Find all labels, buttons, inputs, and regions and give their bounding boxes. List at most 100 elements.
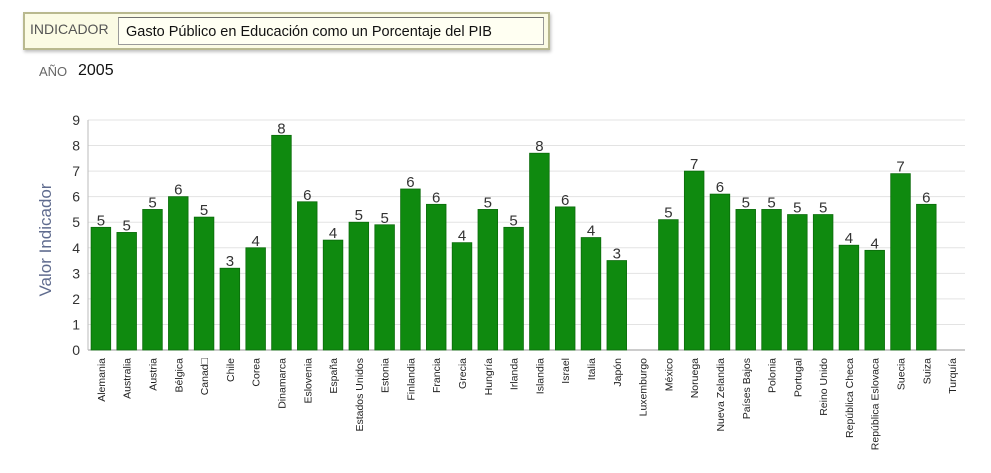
data-label: 4 xyxy=(251,233,259,250)
x-tick-label: Luxemburgo xyxy=(638,358,650,417)
x-tick-label: Suecia xyxy=(896,358,908,390)
bar xyxy=(787,214,808,351)
bar xyxy=(916,203,937,351)
data-label: 3 xyxy=(226,253,234,270)
data-label: 5 xyxy=(793,200,801,217)
x-tick-label: Estonia xyxy=(380,358,392,393)
data-label: 5 xyxy=(509,212,517,229)
bar xyxy=(193,216,215,351)
bar xyxy=(761,209,782,351)
bar xyxy=(735,209,756,351)
data-label: 3 xyxy=(613,246,621,263)
data-label: 5 xyxy=(97,212,105,229)
data-label: 5 xyxy=(200,202,208,219)
x-tick-label: Noruega xyxy=(689,358,701,398)
x-tick-label: Francia xyxy=(431,358,443,393)
x-tick-label: Portugal xyxy=(792,358,804,397)
data-label: 6 xyxy=(716,179,724,196)
x-tick-label: Irlanda xyxy=(509,358,521,390)
x-tick-label: España xyxy=(328,358,340,394)
data-label: 6 xyxy=(432,189,440,206)
data-label: 6 xyxy=(922,189,930,206)
bar xyxy=(271,134,292,351)
data-label: 4 xyxy=(871,235,879,252)
data-label: 5 xyxy=(123,217,131,234)
x-tick-label: Países Bajos xyxy=(741,358,753,419)
data-label: 5 xyxy=(767,194,775,211)
indicator-field[interactable]: Gasto Público en Educación como un Porce… xyxy=(118,17,544,45)
x-tick-label: México xyxy=(663,358,675,391)
x-tick-label: Bélgica xyxy=(173,358,185,393)
data-label: 5 xyxy=(484,194,492,211)
bar xyxy=(580,237,602,351)
y-tick-label: 7 xyxy=(72,163,80,179)
y-axis-title: Valor Indicador xyxy=(36,183,55,296)
indicator-label: INDICADOR xyxy=(30,21,109,37)
bar xyxy=(451,242,473,351)
bar xyxy=(90,226,112,351)
y-tick-label: 4 xyxy=(72,240,80,256)
y-tick-labels: 0 1 2 3 4 5 6 7 8 9 xyxy=(72,112,80,358)
bar xyxy=(864,249,885,351)
x-tick-label: Italia xyxy=(586,358,598,380)
y-tick-label: 9 xyxy=(72,112,80,128)
y-tick-label: 1 xyxy=(72,316,80,332)
x-tick-label: Suiza xyxy=(921,358,933,384)
data-label: 7 xyxy=(690,156,698,173)
data-label: 6 xyxy=(303,187,311,204)
x-tick-label: Dinamarca xyxy=(276,358,288,409)
bar xyxy=(477,209,499,351)
indicator-selector[interactable]: INDICADOR Gasto Público en Educación com… xyxy=(23,12,550,50)
data-label: 4 xyxy=(458,228,466,245)
x-tick-label: República Eslovaca xyxy=(870,358,882,450)
data-label: 6 xyxy=(561,192,569,209)
x-tick-label: República Checa xyxy=(844,358,856,438)
bar xyxy=(890,173,911,351)
x-tick-label: Australia xyxy=(122,358,134,399)
bar xyxy=(554,206,576,351)
bars xyxy=(90,134,937,351)
y-tick-label: 0 xyxy=(72,342,80,358)
y-tick-label: 2 xyxy=(72,291,80,307)
x-tick-label: Nueva Zelandia xyxy=(715,358,727,432)
x-tick-label: Canad□ xyxy=(199,357,211,395)
x-tick-label: Chile xyxy=(225,358,237,382)
x-tick-label: Hungría xyxy=(483,358,495,396)
bar xyxy=(245,247,266,351)
bar xyxy=(658,219,679,351)
x-tick-label: Austria xyxy=(147,358,159,391)
grid-lines xyxy=(87,119,965,351)
y-tick-label: 3 xyxy=(72,265,80,281)
bar xyxy=(374,224,395,351)
year-value: 2005 xyxy=(78,62,114,79)
bar xyxy=(838,244,860,351)
bar xyxy=(812,214,834,351)
x-tick-label: Islandia xyxy=(534,358,546,394)
x-tick-label: Grecia xyxy=(457,358,469,389)
bar xyxy=(503,226,524,351)
bar xyxy=(348,221,370,351)
y-tick-label: 5 xyxy=(72,214,80,230)
y-tick-label: 8 xyxy=(72,138,80,154)
data-label: 4 xyxy=(587,223,595,240)
data-label: 5 xyxy=(148,194,156,211)
data-label: 4 xyxy=(845,230,853,247)
data-label: 5 xyxy=(664,205,672,222)
year-label: AÑO xyxy=(39,64,68,79)
x-tick-label: Finlandia xyxy=(405,358,417,401)
bar xyxy=(168,196,189,351)
data-label: 6 xyxy=(174,182,182,199)
data-label: 7 xyxy=(896,159,904,176)
bar xyxy=(400,188,421,351)
x-tick-label: Eslovenia xyxy=(302,358,314,404)
bar xyxy=(322,239,344,351)
x-tick-label: Turquía xyxy=(947,358,959,394)
y-tick-label: 6 xyxy=(72,189,80,205)
x-tick-label: Estados Unidos xyxy=(354,358,366,432)
bar xyxy=(142,209,163,351)
data-label: 6 xyxy=(406,174,414,191)
data-label: 5 xyxy=(742,194,750,211)
data-label: 5 xyxy=(380,210,388,227)
x-tick-label: Corea xyxy=(251,358,263,387)
